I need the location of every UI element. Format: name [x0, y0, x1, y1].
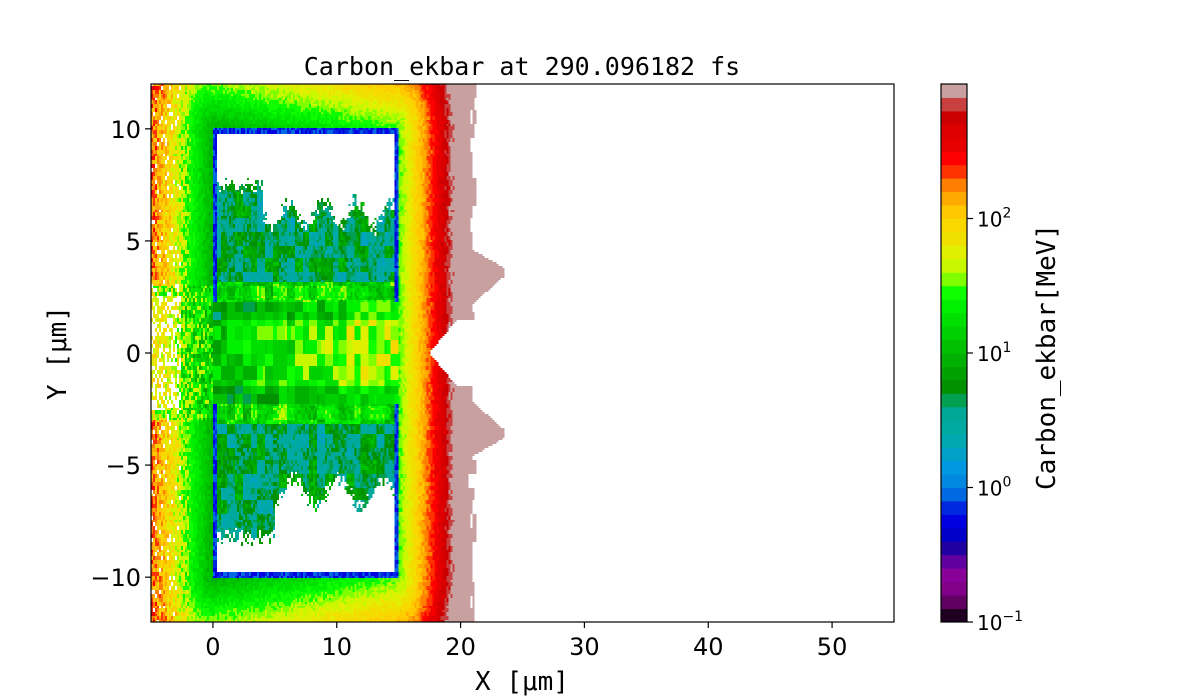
y-tick-label: 5 — [126, 228, 141, 256]
colorbar-band — [941, 258, 967, 273]
colorbar-band — [941, 151, 967, 166]
colorbar-band — [941, 164, 967, 179]
x-tick-label: 40 — [693, 633, 724, 661]
tick-base: 10 — [977, 208, 1002, 232]
colorbar-band — [941, 460, 967, 475]
colorbar-band — [941, 568, 967, 583]
tick-exponent: 1 — [1002, 340, 1011, 356]
colorbar-band — [941, 379, 967, 394]
colorbar-band — [941, 420, 967, 435]
colorbar-band — [941, 231, 967, 246]
colorbar-label: Carbon_ekbar[MeV] — [1032, 224, 1062, 490]
colorbar-band — [941, 285, 967, 300]
colorbar-band — [941, 474, 967, 488]
colorbar-band — [941, 205, 967, 219]
colorbar-tick-label: 100 — [977, 475, 1011, 501]
colorbar-band — [941, 312, 967, 327]
colorbar-band — [941, 191, 967, 206]
colorbar-band — [941, 326, 967, 341]
colorbar-tick-label: 101 — [977, 340, 1011, 366]
tick-base: 10 — [977, 477, 1002, 501]
colorbar-band — [941, 110, 967, 125]
tick-exponent: 0 — [1002, 475, 1011, 491]
colorbar-tick-label: 10−1 — [977, 609, 1023, 635]
colorbar-band — [941, 541, 967, 556]
x-tick-label: 0 — [205, 633, 220, 661]
colorbar — [941, 84, 967, 623]
colorbar-band — [941, 487, 967, 502]
colorbar-band — [941, 137, 967, 152]
colorbar-band — [941, 608, 967, 623]
colorbar-band — [941, 272, 967, 287]
x-tick-label: 30 — [569, 633, 600, 661]
colorbar-band — [941, 218, 967, 233]
colorbar-band — [941, 299, 967, 314]
tick-base: 10 — [977, 342, 1002, 366]
colorbar-band — [941, 124, 967, 139]
tick-exponent: −1 — [1002, 609, 1023, 625]
colorbar-band — [941, 178, 967, 193]
y-ticks: −10 −5 0 5 10 — [90, 116, 151, 592]
x-tick-label: 20 — [445, 633, 476, 661]
colorbar-band — [941, 393, 967, 408]
colorbar-band — [941, 84, 967, 98]
colorbar-band — [941, 581, 967, 596]
colorbar-band — [941, 339, 967, 354]
colorbar-band — [941, 447, 967, 462]
colorbar-band — [941, 527, 967, 542]
chart-title: Carbon_ekbar at 290.096182 fs — [304, 52, 741, 81]
colorbar-band — [941, 353, 967, 367]
colorbar-band — [941, 366, 967, 381]
plot-frame — [150, 83, 895, 623]
colorbar-tick-label: 102 — [977, 206, 1011, 232]
y-tick-label: 10 — [110, 116, 141, 144]
tick-base: 10 — [977, 611, 1002, 635]
y-axis-label: Y [μm] — [43, 306, 73, 400]
colorbar-band — [941, 245, 967, 260]
x-axis-label: X [μm] — [475, 667, 569, 697]
y-tick-label: −5 — [106, 452, 141, 480]
colorbar-band — [941, 97, 967, 112]
colorbar-band — [941, 500, 967, 515]
x-tick-label: 10 — [321, 633, 352, 661]
y-tick-label: 0 — [126, 340, 141, 368]
x-tick-label: 50 — [817, 633, 848, 661]
x-ticks: 0 10 20 30 40 50 — [205, 622, 847, 661]
colorbar-band — [941, 514, 967, 529]
tick-exponent: 2 — [1002, 206, 1011, 222]
colorbar-band — [941, 595, 967, 610]
colorbar-band — [941, 554, 967, 569]
y-tick-label: −10 — [90, 564, 141, 592]
heatmap-field — [151, 84, 894, 622]
colorbar-band — [941, 433, 967, 448]
colorbar-band — [941, 406, 967, 421]
